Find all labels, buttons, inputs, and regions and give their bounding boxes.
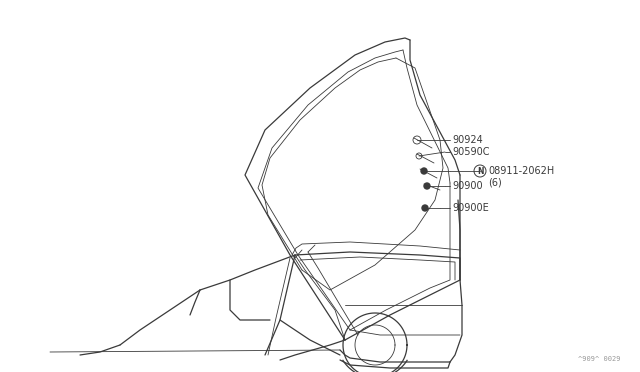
Text: ^909^ 0029: ^909^ 0029	[577, 356, 620, 362]
Text: 90900: 90900	[452, 181, 483, 191]
Circle shape	[424, 183, 430, 189]
Text: 90590C: 90590C	[452, 147, 490, 157]
Text: 90924: 90924	[452, 135, 483, 145]
Text: (6): (6)	[488, 177, 502, 187]
Circle shape	[422, 205, 428, 211]
Text: 08911-2062H: 08911-2062H	[488, 166, 554, 176]
Text: N: N	[477, 167, 483, 176]
Circle shape	[421, 168, 427, 174]
Text: 90900E: 90900E	[452, 203, 489, 213]
